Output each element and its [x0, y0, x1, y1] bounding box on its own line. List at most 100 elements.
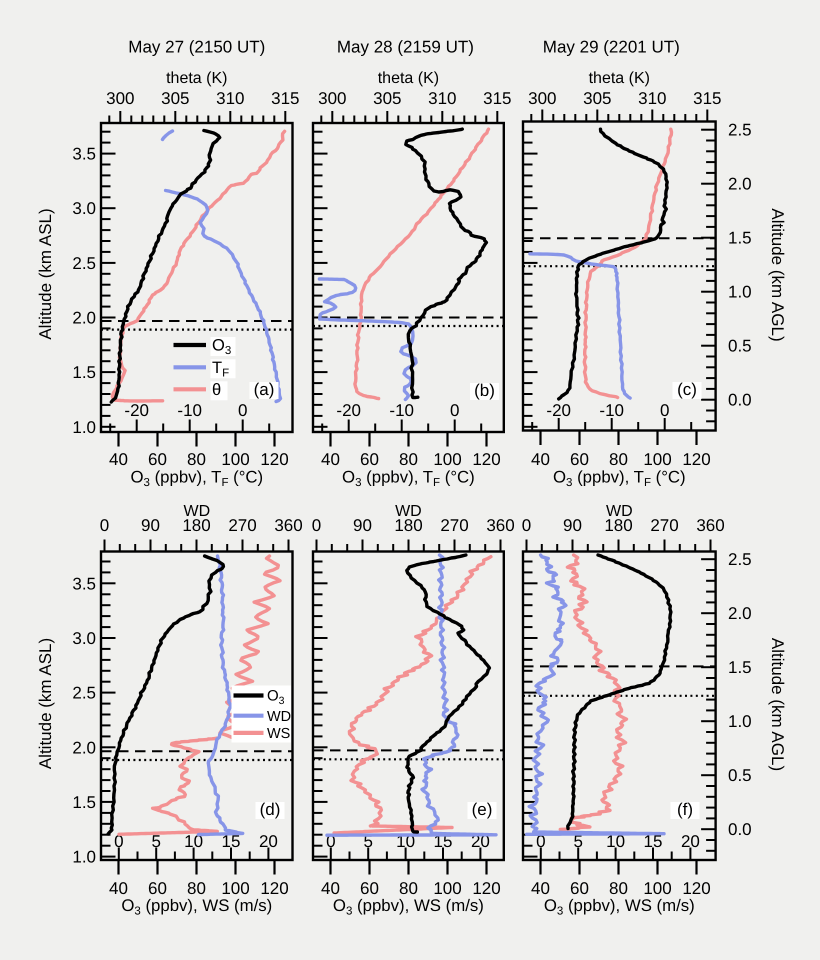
svg-text:315: 315: [693, 89, 721, 108]
svg-text:40: 40: [321, 879, 340, 898]
svg-text:1.5: 1.5: [72, 363, 96, 382]
svg-text:theta (K): theta (K): [166, 70, 227, 87]
svg-text:305: 305: [161, 89, 189, 108]
svg-text:310: 310: [428, 89, 456, 108]
svg-text:WD: WD: [183, 503, 210, 520]
svg-text:theta (K): theta (K): [589, 70, 650, 87]
svg-text:10: 10: [396, 832, 415, 851]
svg-text:120: 120: [472, 879, 500, 898]
svg-text:1.0: 1.0: [728, 712, 752, 731]
svg-text:(b): (b): [474, 381, 495, 400]
svg-text:0.5: 0.5: [728, 337, 752, 356]
svg-text:60: 60: [570, 879, 589, 898]
svg-text:-10: -10: [389, 401, 414, 420]
svg-text:5: 5: [573, 832, 582, 851]
svg-text:-20: -20: [546, 401, 571, 420]
svg-text:20: 20: [259, 832, 278, 851]
svg-text:0: 0: [312, 516, 321, 535]
svg-text:O3 (ppbv), TF (°C): O3 (ppbv), TF (°C): [342, 468, 475, 490]
svg-text:100: 100: [221, 879, 249, 898]
svg-text:Altitude (km ASL): Altitude (km ASL): [36, 638, 55, 769]
svg-text:1.0: 1.0: [72, 848, 96, 867]
svg-text:0: 0: [326, 832, 335, 851]
svg-text:O3 (ppbv), WS (m/s): O3 (ppbv), WS (m/s): [333, 896, 484, 918]
svg-text:310: 310: [216, 89, 244, 108]
svg-text:270: 270: [440, 516, 468, 535]
svg-text:0: 0: [450, 401, 459, 420]
svg-text:60: 60: [360, 450, 379, 469]
svg-text:-20: -20: [336, 401, 361, 420]
svg-text:40: 40: [531, 879, 550, 898]
svg-text:0: 0: [100, 516, 109, 535]
svg-text:60: 60: [148, 450, 167, 469]
svg-text:WD: WD: [606, 503, 633, 520]
svg-text:40: 40: [109, 879, 128, 898]
svg-text:100: 100: [433, 450, 461, 469]
svg-text:100: 100: [221, 450, 249, 469]
svg-text:θ: θ: [212, 381, 221, 399]
svg-text:270: 270: [228, 516, 256, 535]
svg-text:300: 300: [318, 89, 346, 108]
svg-text:100: 100: [643, 450, 671, 469]
svg-text:5: 5: [363, 832, 372, 851]
svg-text:80: 80: [399, 450, 418, 469]
svg-text:90: 90: [141, 516, 160, 535]
svg-text:1.5: 1.5: [728, 229, 752, 248]
svg-text:WD: WD: [267, 709, 291, 725]
svg-text:300: 300: [528, 89, 556, 108]
svg-text:90: 90: [353, 516, 372, 535]
svg-text:(a): (a): [254, 380, 275, 399]
svg-text:60: 60: [360, 879, 379, 898]
svg-text:2.5: 2.5: [728, 550, 752, 569]
svg-text:315: 315: [483, 89, 511, 108]
svg-text:May 29 (2201 UT): May 29 (2201 UT): [543, 38, 680, 57]
svg-text:3.5: 3.5: [72, 574, 96, 593]
svg-text:-20: -20: [124, 401, 149, 420]
svg-text:(c): (c): [677, 380, 697, 399]
svg-text:2.0: 2.0: [72, 309, 96, 328]
svg-text:300: 300: [106, 89, 134, 108]
svg-text:May 28 (2159 UT): May 28 (2159 UT): [337, 38, 474, 57]
svg-text:0.0: 0.0: [728, 820, 752, 839]
svg-text:305: 305: [373, 89, 401, 108]
svg-text:May 27 (2150 UT): May 27 (2150 UT): [128, 38, 265, 57]
svg-text:120: 120: [260, 450, 288, 469]
svg-text:305: 305: [583, 89, 611, 108]
svg-text:3.5: 3.5: [72, 145, 96, 164]
svg-text:120: 120: [682, 450, 710, 469]
svg-text:2.0: 2.0: [72, 738, 96, 757]
svg-text:15: 15: [434, 832, 453, 851]
svg-text:WS: WS: [267, 726, 290, 742]
svg-text:1.0: 1.0: [728, 283, 752, 302]
svg-text:5: 5: [151, 832, 160, 851]
svg-text:0.0: 0.0: [728, 391, 752, 410]
svg-text:10: 10: [606, 832, 625, 851]
svg-text:2.5: 2.5: [72, 684, 96, 703]
svg-text:80: 80: [609, 450, 628, 469]
svg-text:0: 0: [522, 516, 531, 535]
svg-text:180: 180: [182, 516, 210, 535]
svg-text:120: 120: [682, 879, 710, 898]
svg-text:0: 0: [114, 832, 123, 851]
svg-text:Altitude (km AGL): Altitude (km AGL): [768, 208, 787, 341]
svg-text:1.0: 1.0: [72, 418, 96, 437]
svg-text:100: 100: [433, 879, 461, 898]
svg-text:1.5: 1.5: [72, 793, 96, 812]
svg-text:360: 360: [486, 516, 514, 535]
svg-text:80: 80: [399, 879, 418, 898]
svg-text:Altitude (km AGL): Altitude (km AGL): [768, 638, 787, 771]
svg-text:O3 (ppbv), WS (m/s): O3 (ppbv), WS (m/s): [544, 896, 695, 918]
svg-text:3.0: 3.0: [72, 199, 96, 218]
svg-text:Altitude (km ASL): Altitude (km ASL): [36, 208, 55, 339]
svg-text:WD: WD: [395, 503, 422, 520]
svg-text:(e): (e): [472, 800, 493, 819]
svg-text:40: 40: [531, 450, 550, 469]
svg-text:2.5: 2.5: [72, 254, 96, 273]
svg-text:theta (K): theta (K): [378, 70, 439, 87]
svg-text:10: 10: [184, 832, 203, 851]
svg-text:-10: -10: [599, 401, 624, 420]
svg-text:(d): (d): [260, 800, 281, 819]
svg-text:80: 80: [609, 879, 628, 898]
svg-text:360: 360: [274, 516, 302, 535]
svg-text:0: 0: [536, 832, 545, 851]
